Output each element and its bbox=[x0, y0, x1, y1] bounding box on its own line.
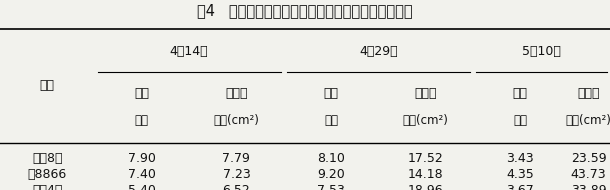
Text: 表4   四个冬小麦品种单株茎数与单株叶面积的关系表: 表4 四个冬小麦品种单株茎数与单株叶面积的关系表 bbox=[197, 3, 413, 18]
Text: 6.52: 6.52 bbox=[223, 184, 250, 190]
Text: 单株: 单株 bbox=[323, 87, 339, 100]
Text: 3.67: 3.67 bbox=[506, 184, 534, 190]
Text: 7.40: 7.40 bbox=[128, 168, 156, 181]
Text: 丰抗8号: 丰抗8号 bbox=[32, 152, 62, 165]
Text: 8.10: 8.10 bbox=[317, 152, 345, 165]
Text: 43.73: 43.73 bbox=[571, 168, 606, 181]
Text: 面积(cm²): 面积(cm²) bbox=[214, 114, 259, 127]
Text: 5月10日: 5月10日 bbox=[522, 45, 561, 58]
Text: 33.89: 33.89 bbox=[571, 184, 606, 190]
Text: 面积(cm²): 面积(cm²) bbox=[565, 114, 610, 127]
Text: 单株: 单株 bbox=[134, 87, 149, 100]
Text: 品种: 品种 bbox=[40, 79, 55, 93]
Text: 4月29日: 4月29日 bbox=[359, 45, 398, 58]
Text: 4.35: 4.35 bbox=[506, 168, 534, 181]
Text: 18.96: 18.96 bbox=[407, 184, 443, 190]
Text: 单株: 单株 bbox=[512, 87, 528, 100]
Text: 3.43: 3.43 bbox=[506, 152, 534, 165]
Text: 7.79: 7.79 bbox=[223, 152, 250, 165]
Text: 4月14日: 4月14日 bbox=[170, 45, 209, 58]
Text: 14.18: 14.18 bbox=[407, 168, 443, 181]
Text: 7.53: 7.53 bbox=[317, 184, 345, 190]
Text: 茎数: 茎数 bbox=[135, 114, 149, 127]
Text: 5.40: 5.40 bbox=[128, 184, 156, 190]
Text: 17.52: 17.52 bbox=[407, 152, 443, 165]
Text: 7.90: 7.90 bbox=[128, 152, 156, 165]
Text: 23.59: 23.59 bbox=[571, 152, 606, 165]
Text: 单株叶: 单株叶 bbox=[578, 87, 600, 100]
Text: 单株叶: 单株叶 bbox=[225, 87, 248, 100]
Text: 9.20: 9.20 bbox=[317, 168, 345, 181]
Text: 面积(cm²): 面积(cm²) bbox=[403, 114, 448, 127]
Text: 京8866: 京8866 bbox=[27, 168, 67, 181]
Text: 茎数: 茎数 bbox=[324, 114, 338, 127]
Text: 7.23: 7.23 bbox=[223, 168, 250, 181]
Text: 单株叶: 单株叶 bbox=[414, 87, 437, 100]
Text: 茎数: 茎数 bbox=[513, 114, 527, 127]
Text: 唐麦4号: 唐麦4号 bbox=[32, 184, 62, 190]
